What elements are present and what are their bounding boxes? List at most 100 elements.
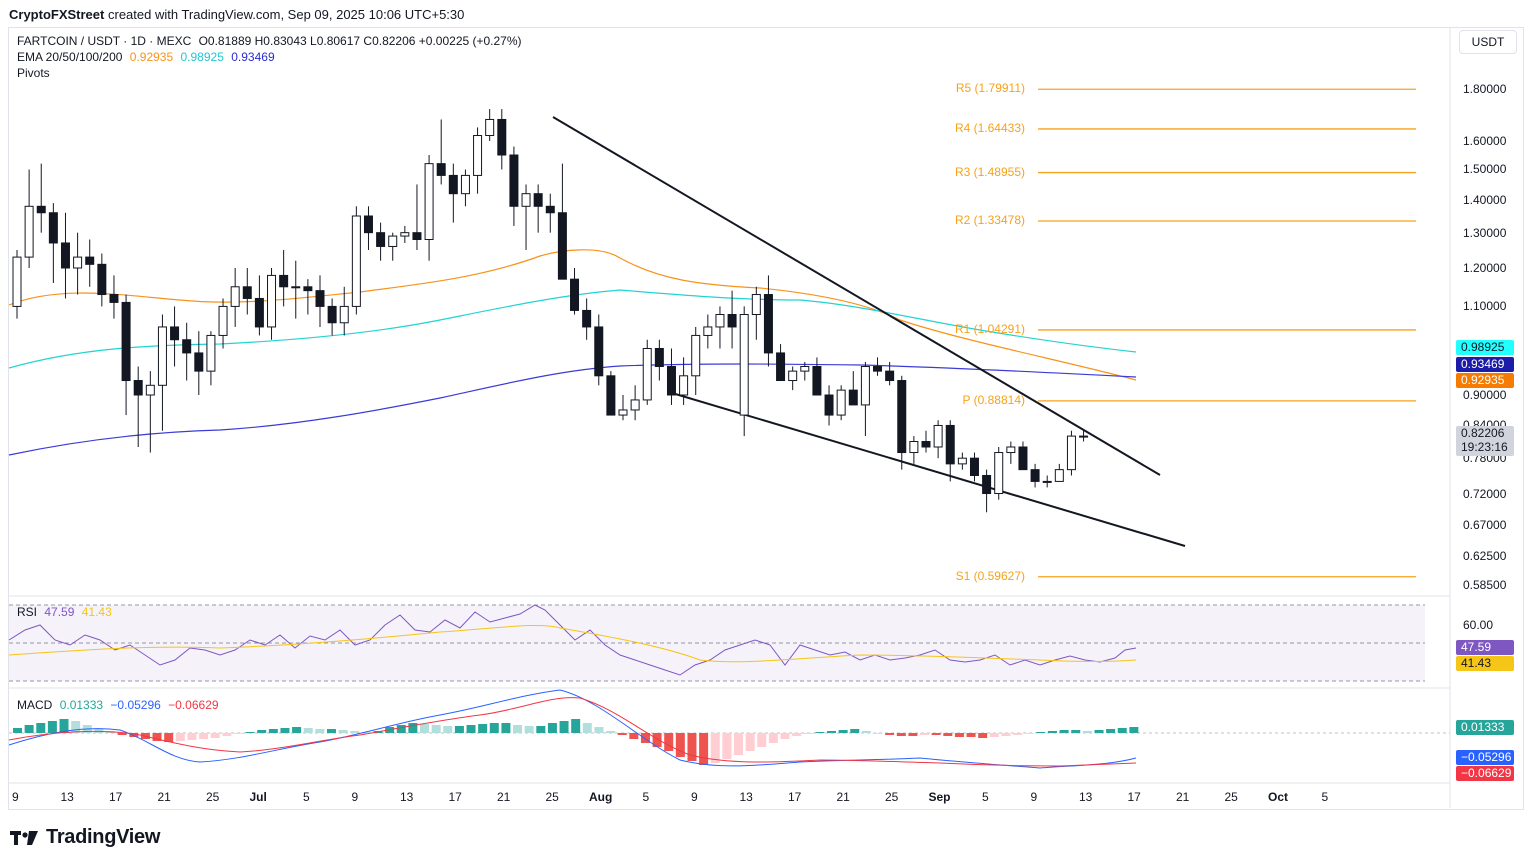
macd-bar [780, 733, 790, 739]
pivots-legend[interactable]: Pivots [17, 66, 54, 80]
macd-line-value: −0.05296 [110, 698, 161, 712]
candle-body [497, 118, 507, 156]
macd-bar [443, 726, 453, 733]
ema50-value: 0.98925 [180, 50, 224, 64]
macd-bar [71, 721, 81, 733]
macd-signal-tag: −0.06629 [1456, 766, 1514, 781]
macd-bar [943, 733, 953, 736]
upper-trendline[interactable] [552, 116, 1161, 476]
pivot-label: R4 (1.64433) [954, 120, 1025, 135]
candle-body [315, 290, 325, 307]
time-axis-tick: 21 [497, 790, 511, 804]
macd-bar [1082, 731, 1092, 733]
macd-bar [733, 733, 743, 755]
pivot-label: R3 (1.48955) [954, 164, 1025, 179]
macd-bar [722, 733, 732, 759]
candle-body [994, 452, 1004, 495]
macd-bar [1024, 733, 1034, 734]
ema50-price-tag: 0.98925 [1456, 340, 1514, 355]
candle-body [291, 286, 301, 289]
candle-body [800, 366, 810, 372]
macd-label: MACD [17, 698, 53, 712]
macd-bar [873, 733, 883, 734]
macd-bar [687, 733, 697, 761]
candle-body [376, 232, 386, 247]
macd-bar [350, 731, 360, 733]
time-axis-tick: 5 [303, 790, 310, 804]
time-axis-tick: 25 [206, 790, 220, 804]
candle-body [448, 174, 458, 195]
rsi-label: RSI [17, 605, 38, 619]
rsi-value-tag: 47.59 [1456, 640, 1514, 655]
candle-body [618, 409, 628, 416]
symbol-title: FARTCOIN / USDT · 1D · MEXC [17, 34, 192, 48]
candle-body [1054, 469, 1064, 482]
candle-body [824, 394, 834, 416]
macd-bar [1001, 733, 1011, 736]
candle-body [36, 205, 46, 214]
pivot-label: S1 (0.59627) [955, 568, 1025, 583]
ema-label: EMA 20/50/100/200 [17, 50, 123, 64]
rsi-ma-value: 41.43 [81, 605, 112, 619]
candle-body [533, 193, 543, 207]
ema-legend[interactable]: EMA 20/50/100/200 0.92935 0.98925 0.9346… [17, 50, 279, 64]
time-axis-tick: 9 [1030, 790, 1038, 804]
macd-bar [664, 733, 674, 751]
candlesticks [12, 109, 1089, 513]
macd-bar [1059, 730, 1069, 733]
macd-bar [571, 719, 581, 733]
macd-bar [850, 729, 860, 733]
price-axis-tick: 1.80000 [1463, 82, 1507, 96]
candle-body [339, 305, 349, 324]
macd-bar [989, 733, 999, 737]
rsi-legend[interactable]: RSI 47.59 41.43 [17, 605, 116, 619]
macd-bar [606, 731, 616, 733]
candle-body [182, 339, 192, 354]
time-axis-tick: 5 [642, 790, 650, 804]
macd-bar [466, 725, 476, 733]
symbol-legend[interactable]: FARTCOIN / USDT · 1D · MEXC O0.81889 H0.… [17, 34, 526, 48]
candle-body [957, 457, 967, 465]
macd-bar [629, 733, 639, 739]
macd-bar [408, 723, 418, 733]
candle-body [788, 370, 798, 382]
time-axis-tick: 21 [836, 790, 850, 804]
currency-button[interactable]: USDT [1459, 30, 1517, 54]
candle-body [1066, 435, 1076, 471]
candle-body [860, 366, 870, 406]
macd-bar [59, 719, 69, 733]
candle-body [703, 326, 713, 336]
candle-body [582, 309, 592, 328]
macd-histogram [13, 719, 1139, 765]
candle-body [157, 326, 167, 386]
candle-body [885, 370, 895, 382]
candle-body [133, 380, 143, 396]
candle-body [109, 294, 119, 303]
price-axis-tick: 0.90000 [1463, 388, 1507, 402]
price-axis-tick: 0.67000 [1463, 518, 1507, 533]
candle-body [812, 366, 822, 396]
macd-bar [792, 733, 802, 736]
candle-body [848, 389, 858, 406]
candle-body [1079, 435, 1089, 438]
macd-bar [815, 732, 825, 733]
lower-trendline[interactable] [671, 392, 1186, 547]
macd-bar [257, 730, 267, 733]
pivot-label: R1 (1.04291) [954, 321, 1025, 336]
macd-hist-tag: 0.01333 [1456, 720, 1514, 735]
candle-body [666, 366, 676, 396]
macd-legend[interactable]: MACD 0.01333 −0.05296 −0.06629 [17, 698, 223, 712]
macd-bar [594, 727, 604, 733]
time-axis-tick: Jul [249, 790, 267, 804]
ohlc-values: O0.81889 H0.83043 L0.80617 C0.82206 +0.0… [198, 34, 522, 48]
time-axis-tick: 25 [885, 790, 899, 804]
candle-body [873, 366, 883, 372]
macd-bar [292, 727, 302, 733]
macd-bar [675, 733, 685, 757]
tradingview-logo[interactable]: TradingView [10, 826, 160, 849]
rsi-line [8, 604, 1137, 676]
macd-bar [1129, 727, 1139, 733]
candle-body [254, 297, 264, 328]
macd-bar [768, 733, 778, 743]
